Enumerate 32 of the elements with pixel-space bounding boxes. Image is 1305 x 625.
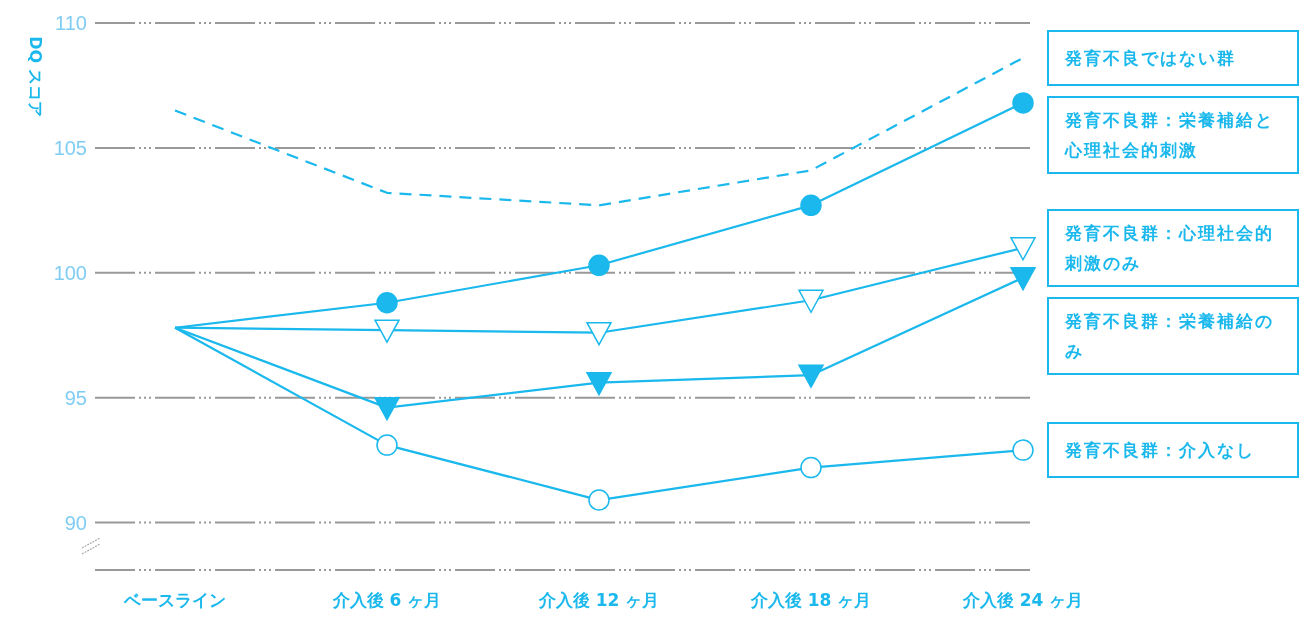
- x-tick-label: 介入後 18 ヶ月: [749, 590, 872, 611]
- point: [376, 291, 398, 314]
- point: [798, 289, 824, 313]
- y-tick-label: 105: [53, 136, 87, 159]
- point: [588, 489, 610, 511]
- series-label: 発育不良群：心理社会的刺激のみ: [1065, 221, 1275, 275]
- point: [376, 434, 398, 456]
- y-tick-label: 95: [64, 386, 87, 409]
- text: 発育不良群：栄養補給のみ: [1065, 309, 1275, 363]
- point: [1012, 439, 1034, 461]
- x-tick-label: 介入後 12 ヶ月: [537, 590, 660, 611]
- y-axis-title: DQ スコア: [24, 35, 45, 117]
- x-tick-label: ベースライン: [123, 590, 226, 611]
- point: [374, 396, 400, 421]
- point: [586, 371, 612, 396]
- point: [800, 194, 822, 217]
- series-label: 発育不良群：栄養補給と心理社会的刺激: [1065, 108, 1275, 162]
- point: [586, 321, 612, 346]
- point: [1010, 267, 1036, 291]
- y-tick-label: 110: [55, 12, 87, 35]
- text: 発育不良ではない群: [1065, 46, 1236, 70]
- x-tick-label: 介入後 6 ヶ月: [331, 590, 442, 611]
- point: [798, 364, 824, 388]
- point: [800, 456, 822, 479]
- y-tick-label: 100: [53, 261, 87, 284]
- series-label: 発育不良群：介入なし: [1065, 439, 1255, 463]
- point: [374, 319, 400, 343]
- point: [1012, 92, 1034, 114]
- y-tick-label: 90: [64, 511, 87, 534]
- x-tick-label: 介入後 24 ヶ月: [961, 590, 1084, 611]
- point: [1010, 237, 1036, 261]
- point: [588, 254, 610, 277]
